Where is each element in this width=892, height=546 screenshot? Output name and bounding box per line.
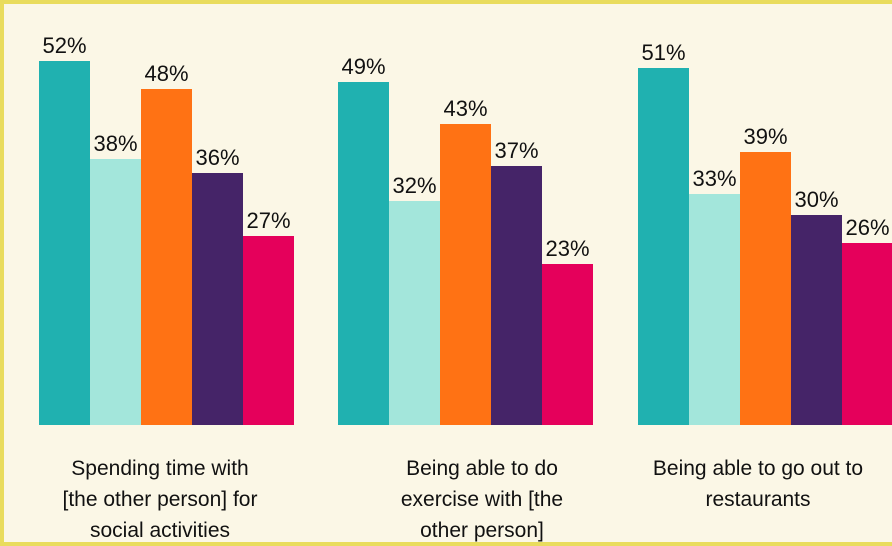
bar	[39, 61, 90, 425]
bar-value-label: 26%	[845, 215, 889, 240]
category-label: Spending time with	[71, 457, 248, 480]
bar	[491, 166, 542, 425]
bar-value-label: 36%	[195, 145, 239, 170]
bar-value-label: 39%	[743, 124, 787, 149]
bar-chart: 52% 38% 48% 36% 27% Spending time with [the ot…	[39, 33, 892, 542]
bar-group: 51% 33% 39% 30% 26%	[638, 40, 892, 425]
bar	[689, 194, 740, 425]
bar	[842, 243, 892, 425]
bar-value-label: 43%	[443, 96, 487, 121]
category-label: Being able to do	[406, 457, 558, 480]
category-label: restaurants	[705, 488, 810, 511]
bar	[141, 89, 192, 425]
bar-value-label: 30%	[794, 187, 838, 212]
category-label: other person]	[420, 519, 544, 542]
bar	[791, 215, 842, 425]
bar	[243, 236, 294, 425]
category-label: Being able to go out to	[653, 457, 863, 480]
bar-value-label: 32%	[392, 173, 436, 198]
bar-value-label: 52%	[42, 33, 86, 58]
bar	[389, 201, 440, 425]
bar	[338, 82, 389, 425]
bar-value-label: 23%	[545, 236, 589, 261]
bar-value-label: 48%	[144, 61, 188, 86]
bar-value-label: 27%	[246, 208, 290, 233]
bar	[90, 159, 141, 425]
bar-group: 49% 32% 43% 37% 23%	[338, 54, 593, 425]
bar	[542, 264, 593, 425]
bar-value-label: 37%	[494, 138, 538, 163]
category-label: social activities	[90, 519, 230, 542]
category-label: [the other person] for	[63, 488, 258, 511]
bar-value-label: 51%	[641, 40, 685, 65]
bar-value-label: 33%	[692, 166, 736, 191]
bar	[192, 173, 243, 425]
category-label: exercise with [the	[401, 488, 563, 511]
bar-value-label: 38%	[93, 131, 137, 156]
bar	[440, 124, 491, 425]
bar-group: 52% 38% 48% 36% 27%	[39, 33, 294, 425]
bar-value-label: 49%	[341, 54, 385, 79]
bar	[740, 152, 791, 425]
bar	[638, 68, 689, 425]
